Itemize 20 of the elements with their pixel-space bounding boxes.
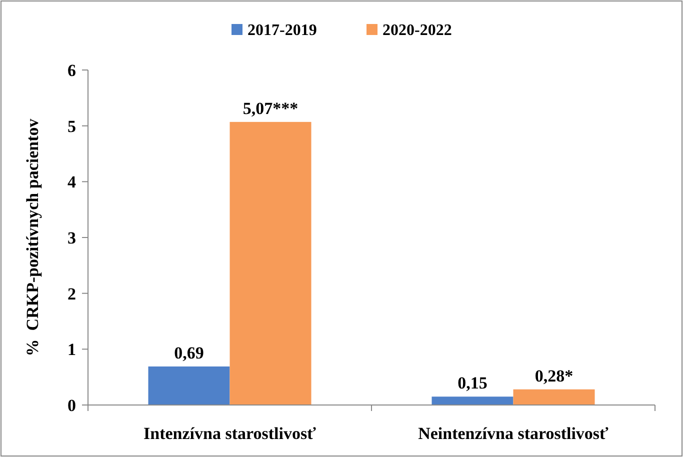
bar (230, 122, 312, 405)
y-tick-label: 2 (68, 284, 76, 304)
data-label: 0,69 (174, 343, 204, 362)
bar (432, 396, 514, 405)
legend-label: 2017-2019 (248, 22, 317, 39)
data-label: 0,28* (534, 366, 574, 386)
x-tick-label: Neintenzívna starostlivosť (418, 424, 609, 443)
y-tick-label: 3 (68, 228, 76, 248)
x-tick-label: Intenzívna starostlivosť (144, 424, 316, 443)
y-tick-label: 5 (68, 116, 76, 136)
y-tick-label: 6 (68, 60, 76, 80)
y-tick-label: 1 (68, 340, 76, 360)
bar (148, 366, 230, 405)
bar (513, 389, 595, 405)
y-tick-label: 4 (68, 172, 76, 192)
data-label: 5,07*** (242, 98, 298, 118)
y-axis-title: % CRKP-pozitívnych pacientov (23, 118, 42, 356)
y-tick-label: 0 (68, 396, 76, 415)
legend-label: 2020-2022 (382, 22, 452, 39)
data-label: 0,15 (458, 374, 488, 393)
